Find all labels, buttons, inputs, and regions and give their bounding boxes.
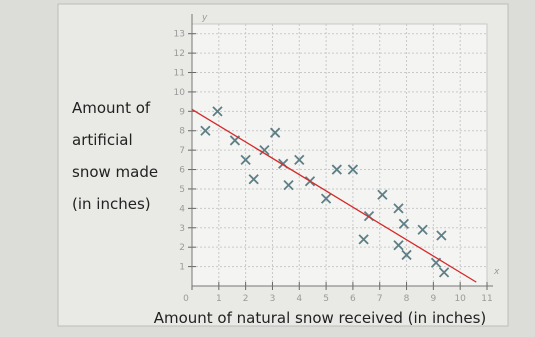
y-tick-label: 6: [179, 166, 185, 176]
y-tick-label: 4: [179, 204, 185, 214]
x-label: Amount of natural snow received (in inch…: [154, 309, 487, 327]
y-tick-label: 7: [179, 146, 185, 156]
marker: [393, 203, 404, 214]
x-tick-label: 2: [243, 294, 249, 304]
y-tick-label: 5: [179, 185, 185, 195]
marker: [269, 127, 281, 138]
marker: [417, 224, 428, 235]
x-tick-label: 4: [296, 294, 302, 304]
marker: [240, 154, 251, 165]
x-tick-label: 11: [481, 294, 492, 304]
x-axis-name: x: [493, 267, 500, 277]
x-tick-label: 8: [404, 294, 410, 304]
trend-line: [191, 108, 477, 283]
y-tick-label: 2: [179, 243, 185, 253]
x-tick-label: 3: [270, 294, 276, 304]
marker: [294, 154, 305, 165]
x-tick-label: 9: [430, 294, 436, 304]
y-tick-label: 10: [174, 88, 186, 98]
y-tick-label: 9: [179, 107, 185, 117]
marker: [320, 193, 332, 204]
x-tick-label: 0: [183, 294, 189, 304]
marker: [212, 106, 223, 117]
x-tick-label: 7: [377, 294, 383, 304]
marker: [331, 164, 342, 175]
y-tick-label: 3: [179, 224, 185, 234]
y-label-line: snow made: [72, 163, 158, 181]
x-tick-label: 1: [216, 294, 222, 304]
y-label-line: artificial: [72, 131, 133, 149]
marker: [358, 234, 369, 245]
marker: [438, 267, 450, 278]
marker: [436, 230, 447, 241]
marker: [259, 145, 270, 156]
y-tick-label: 12: [174, 49, 185, 59]
y-tick-label: 1: [179, 263, 185, 273]
marker: [398, 218, 410, 230]
marker: [283, 179, 294, 191]
y-tick-label: 8: [179, 127, 185, 137]
y-axis-name: y: [201, 13, 208, 23]
marker: [401, 249, 412, 261]
y-label: Amount of artificial snow made (in inche…: [72, 99, 158, 213]
marker: [200, 125, 211, 136]
marker: [377, 189, 388, 200]
x-tick-label: 10: [454, 294, 466, 304]
x-tick-label: 5: [323, 294, 329, 304]
marker: [393, 240, 404, 251]
y-label-line: Amount of: [72, 99, 151, 117]
y-tick-label: 13: [174, 30, 185, 40]
y-tick-label: 11: [174, 69, 185, 79]
x-tick-label: 6: [350, 294, 356, 304]
marker: [347, 164, 359, 175]
marker: [248, 174, 259, 185]
y-label-line: (in inches): [72, 195, 151, 213]
plot-area: [191, 23, 488, 287]
